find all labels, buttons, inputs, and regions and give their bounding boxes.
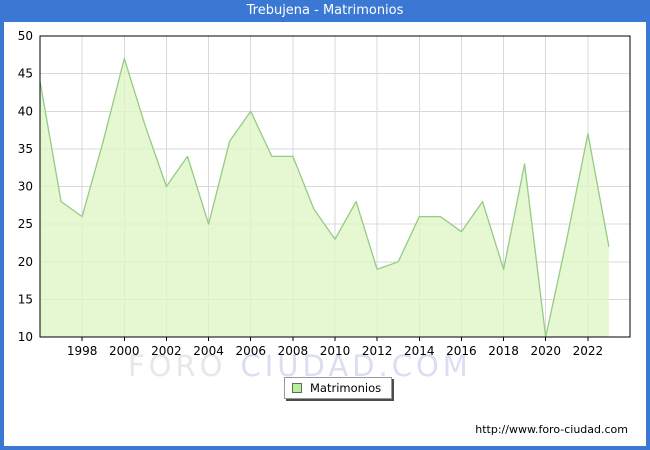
x-tick-label: 2000 [109, 344, 140, 358]
area-fill-matrimonios [40, 58, 609, 337]
chart-title: Trebujena - Matrimonios [246, 3, 404, 18]
y-tick-label: 10 [18, 330, 33, 344]
x-tick-label: 2002 [151, 344, 182, 358]
x-tick-label: 2016 [446, 344, 477, 358]
x-tick-label: 2004 [193, 344, 224, 358]
legend: Matrimonios [284, 377, 393, 399]
x-tick-label: 2020 [530, 344, 561, 358]
y-tick-label: 45 [18, 67, 33, 81]
x-tick-label: 2008 [278, 344, 309, 358]
y-tick-label: 15 [18, 292, 33, 306]
x-tick-label: 1998 [67, 344, 98, 358]
x-tick-label: 2012 [362, 344, 393, 358]
x-tick-label: 2022 [573, 344, 604, 358]
legend-label: Matrimonios [310, 381, 382, 395]
website-url: http://www.foro-ciudad.com [475, 423, 628, 436]
title-bar: Trebujena - Matrimonios [0, 0, 650, 22]
frame-border-bottom [0, 446, 650, 450]
frame-border-right [646, 22, 650, 450]
x-tick-label: 2010 [320, 344, 351, 358]
x-tick-label: 2014 [404, 344, 435, 358]
y-tick-label: 50 [18, 29, 33, 43]
data-line-matrimonios [39, 57, 610, 338]
legend-swatch-icon [292, 383, 302, 393]
y-tick-label: 30 [18, 180, 33, 194]
y-tick-label: 35 [18, 142, 33, 156]
x-tick-label: 2006 [235, 344, 266, 358]
y-tick-label: 40 [18, 104, 33, 118]
x-tick-label: 2018 [488, 344, 519, 358]
frame-border-left [0, 22, 4, 450]
y-tick-label: 25 [18, 217, 33, 231]
y-tick-label: 20 [18, 255, 33, 269]
